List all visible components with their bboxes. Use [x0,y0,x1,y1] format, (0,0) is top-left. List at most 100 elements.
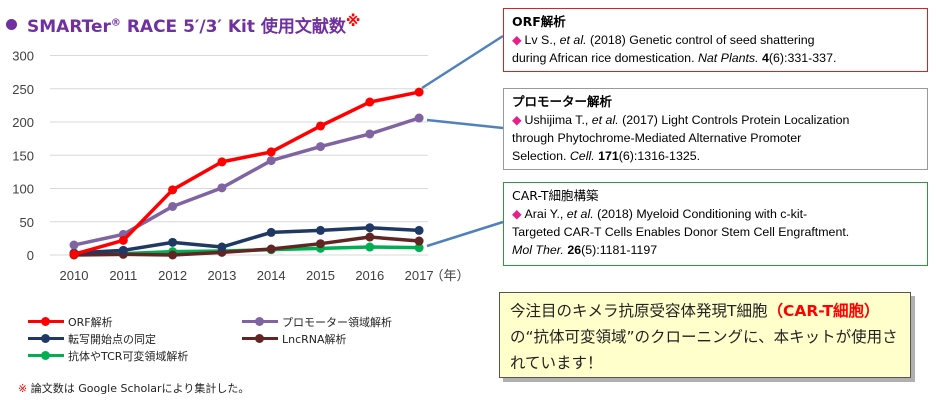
data-point-promoter [217,183,227,193]
legend-item-tss: 転写開始点の同定 [28,331,156,347]
data-point-orf [217,157,227,167]
data-point-antibody [365,242,375,252]
x-axis-label: （年） [430,268,469,283]
data-point-promoter [316,142,325,152]
x-tick-label: 2011 [109,268,137,283]
title-main: SMARTer [27,16,111,37]
series-line-tss [73,225,420,255]
ref-title-promoter: プロモーター解析 [512,94,613,109]
data-point-orf [168,185,178,195]
chart-legend: ORF解析 プロモーター領域解析 転写開始点の同定 LncRNA解析 抗体やTC… [28,314,448,366]
title-bullet-icon [6,18,17,30]
data-point-tss [168,237,178,247]
data-point-tss [266,227,276,237]
data-point-orf [266,147,276,157]
legend-label-tss: 転写開始点の同定 [68,333,156,346]
legend-item-orf: ORF解析 [28,314,113,330]
legend-item-promoter: プロモーター領域解析 [242,314,392,330]
ref-box-orf: ORF解析 ◆ Lv S., et al. (2018) Genetic cont… [503,8,928,72]
y-tick-label: 300 [12,49,34,64]
diamond-icon: ◆ [512,207,522,221]
legend-label-promoter: プロモーター領域解析 [282,316,392,329]
ref-box-cart: CAR-T細胞構築 ◆ Arai Y., et al. (2018) Myeloi… [503,182,928,266]
data-point-tss [365,223,375,233]
data-point-lncrna [168,250,178,260]
y-tick-label: 200 [12,115,34,130]
y-tick-label: 150 [12,148,34,163]
data-point-tss [414,225,424,235]
data-point-promoter [168,201,178,211]
ref-title-cart: CAR-T細胞構築 [512,188,599,203]
y-tick-label: 50 [20,215,34,230]
data-point-promoter [365,129,375,139]
legend-swatch-promoter [242,314,278,330]
legend-swatch-tss [28,331,64,347]
ref-line-cart-1: ◆ Arai Y., et al. (2018) Myeloid Conditio… [512,207,808,221]
footnote-text: 論文数は Google Scholarにより集計した。 [27,382,250,395]
legend-swatch-antibody [28,348,64,364]
ref-line-cart-2: Targeted CAR-T Cells Enables Donor Stem … [512,225,850,239]
legend-item-lncrna: LncRNA解析 [242,331,347,347]
ref-line-promoter-2: through Phytochrome-Mediated Alternative… [512,131,802,145]
data-point-tss [316,225,325,235]
legend-swatch-lncrna [242,331,278,347]
callout-text-2: の“抗体可変領域”のクローニングに、本キットが使用されています！ [510,328,898,372]
footnote-mark: ※ [18,382,28,395]
data-point-lncrna [365,232,375,242]
x-tick-label: 2010 [60,268,89,283]
ref-line-promoter-1: ◆ Ushijima T., et al. (2017) Light Contro… [512,113,850,127]
data-point-promoter [69,240,79,250]
callout-highlight: （CAR-T細胞） [767,302,880,320]
series-tss [69,223,424,258]
x-tick-label: 2015 [306,268,335,283]
connector-line-cart [426,220,504,248]
series-orf [69,87,424,259]
ref-line-promoter-3: Selection. Cell. 171(6):1316-1325. [512,149,701,163]
legend-label-antibody: 抗体やTCR可変領域解析 [68,350,189,363]
x-tick-label: 2017 [405,268,434,283]
data-point-promoter [414,113,424,123]
x-tick-label: 2012 [158,268,187,283]
y-tick-label: 0 [27,248,34,263]
y-tick-label: 100 [12,182,34,197]
footnote: ※ 論文数は Google Scholarにより集計した。 [18,380,249,396]
data-point-orf [118,235,128,245]
data-point-lncrna [266,244,276,254]
title-rest: RACE 5′/3′ Kit 使用文献数 [120,16,346,37]
x-tick-label: 2013 [207,268,236,283]
y-tick-label: 250 [12,82,34,97]
series-line-orf [73,90,420,257]
series-line-lncrna [73,235,420,257]
ref-title-orf: ORF解析 [512,14,566,29]
callout-box: 今注目のキメラ抗原受容体発現T細胞（CAR-T細胞） の“抗体可変領域”のクローニ… [499,292,911,378]
connector-line-promoter [426,118,504,130]
data-point-antibody [414,243,424,253]
ref-box-promoter: プロモーター解析 ◆ Ushijima T., et al. (2017) Lig… [503,88,928,170]
data-point-tss [217,242,227,252]
diamond-icon: ◆ [512,33,522,47]
data-point-orf [365,97,375,107]
legend-label-orf: ORF解析 [68,316,113,329]
series-lncrna [69,232,424,260]
connector-line-orf [421,34,504,90]
data-point-orf [69,249,79,259]
x-tick-label: 2014 [257,268,286,283]
data-point-lncrna [414,236,424,246]
data-point-orf [414,87,424,97]
ref-line-orf-1: ◆ Lv S., et al. (2018) Genetic control of… [512,33,815,47]
callout-text-1: 今注目のキメラ抗原受容体発現T細胞 [510,302,768,320]
data-point-promoter [266,156,276,166]
title-note-mark: ※ [345,11,361,30]
data-point-tss [118,245,128,255]
chart-title: SMARTer® RACE 5′/3′ Kit 使用文献数※ [6,4,360,44]
x-tick-label: 2016 [355,268,384,283]
legend-swatch-orf [28,314,64,330]
diamond-icon: ◆ [512,113,522,127]
legend-item-antibody: 抗体やTCR可変領域解析 [28,348,188,364]
legend-label-lncrna: LncRNA解析 [282,333,347,346]
data-point-lncrna [316,239,325,249]
title-sup: ® [110,16,121,28]
data-point-orf [316,121,325,131]
ref-line-orf-2: during African rice domestication. Nat P… [512,51,837,65]
